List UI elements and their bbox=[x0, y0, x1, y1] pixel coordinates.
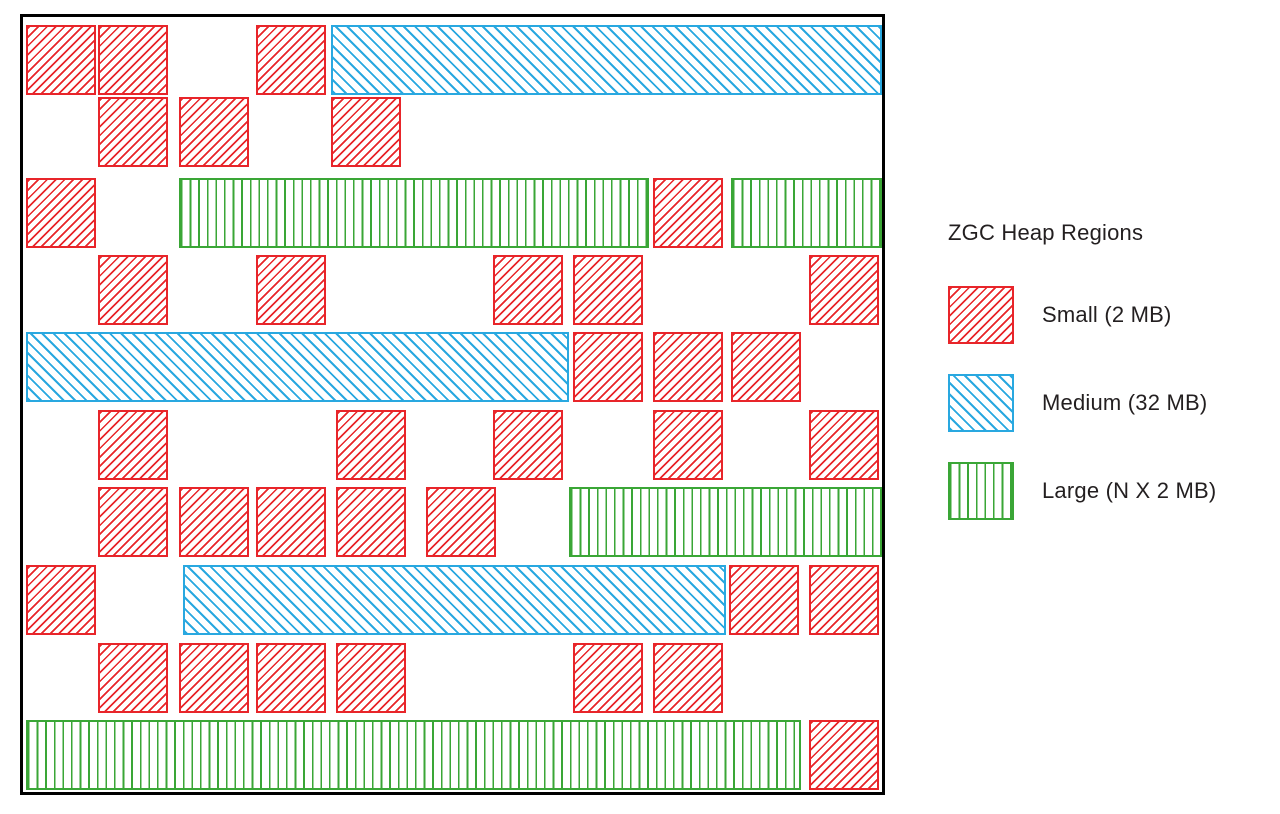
small-region bbox=[179, 643, 249, 713]
small-region bbox=[331, 97, 401, 167]
small-region bbox=[26, 178, 96, 248]
medium-region bbox=[26, 332, 569, 402]
legend-item-small: Small (2 MB) bbox=[948, 286, 1268, 344]
legend-label: Small (2 MB) bbox=[1042, 302, 1172, 327]
small-region bbox=[98, 25, 168, 95]
small-region bbox=[573, 332, 643, 402]
medium-region bbox=[331, 25, 882, 95]
small-region bbox=[98, 487, 168, 557]
small-region bbox=[573, 255, 643, 325]
small-region bbox=[256, 25, 326, 95]
small-region bbox=[809, 410, 879, 480]
large-region-swatch-icon bbox=[948, 462, 1014, 520]
small-region bbox=[809, 720, 879, 790]
small-region bbox=[98, 255, 168, 325]
small-region bbox=[336, 643, 406, 713]
small-region bbox=[336, 487, 406, 557]
small-region bbox=[653, 178, 723, 248]
legend-label: Large (N X 2 MB) bbox=[1042, 478, 1217, 503]
large-region bbox=[731, 178, 882, 248]
small-region bbox=[653, 643, 723, 713]
small-region-swatch-icon bbox=[948, 286, 1014, 344]
small-region bbox=[653, 332, 723, 402]
medium-region-swatch-icon bbox=[948, 374, 1014, 432]
small-region bbox=[653, 410, 723, 480]
small-region bbox=[426, 487, 496, 557]
small-region bbox=[729, 565, 799, 635]
small-region bbox=[256, 487, 326, 557]
heap-container bbox=[20, 14, 885, 795]
small-region bbox=[573, 643, 643, 713]
large-region bbox=[179, 178, 649, 248]
small-region bbox=[809, 565, 879, 635]
small-region bbox=[256, 643, 326, 713]
small-region bbox=[493, 410, 563, 480]
legend-items: Small (2 MB) Medium (32 MB) Large (N X 2 M… bbox=[948, 286, 1268, 520]
large-region bbox=[26, 720, 801, 790]
medium-region bbox=[183, 565, 726, 635]
small-region bbox=[98, 97, 168, 167]
small-region bbox=[26, 25, 96, 95]
legend-item-large: Large (N X 2 MB) bbox=[948, 462, 1268, 520]
legend-label: Medium (32 MB) bbox=[1042, 390, 1208, 415]
small-region bbox=[98, 643, 168, 713]
small-region bbox=[26, 565, 96, 635]
legend-title: ZGC Heap Regions bbox=[948, 220, 1144, 245]
small-region bbox=[809, 255, 879, 325]
legend-item-medium: Medium (32 MB) bbox=[948, 374, 1268, 432]
small-region bbox=[179, 97, 249, 167]
legend: ZGC Heap Regions Small (2 MB) Medium (32 … bbox=[948, 218, 1268, 550]
large-region bbox=[569, 487, 882, 557]
small-region bbox=[179, 487, 249, 557]
small-region bbox=[98, 410, 168, 480]
small-region bbox=[731, 332, 801, 402]
small-region bbox=[256, 255, 326, 325]
small-region bbox=[336, 410, 406, 480]
small-region bbox=[493, 255, 563, 325]
